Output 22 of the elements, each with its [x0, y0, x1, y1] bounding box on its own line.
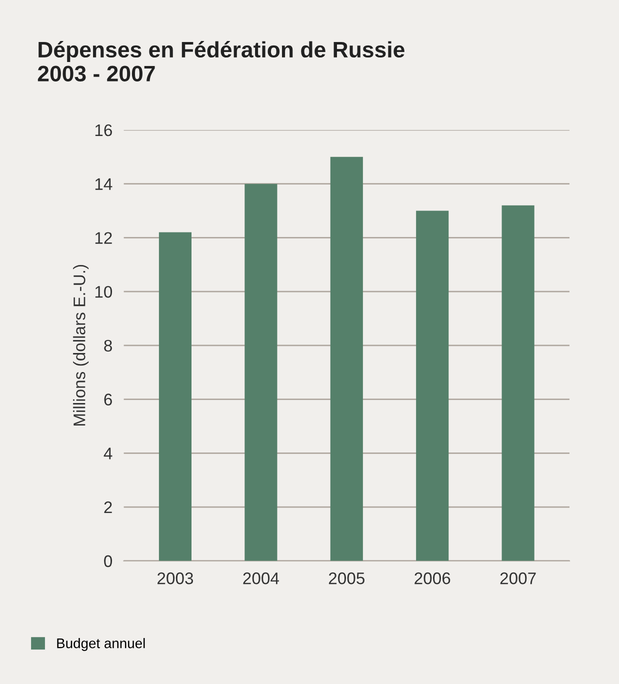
x-tick-label: 2006: [414, 572, 450, 584]
bar: [502, 205, 534, 561]
chart-title: Dépenses en Fédération de Russie 2003 - 2007: [38, 41, 404, 82]
y-tick-label: 2: [104, 501, 112, 514]
y-tick-label: 6: [104, 394, 112, 406]
y-tick-label: 14: [95, 178, 112, 190]
bar: [416, 210, 449, 561]
bar: [244, 184, 278, 561]
y-tick-label: 4: [104, 448, 112, 460]
y-tick-label: 8: [104, 340, 112, 352]
x-tick-label: 2004: [243, 572, 279, 584]
y-tick-label: 12: [95, 232, 112, 244]
bar: [158, 232, 192, 561]
x-tick-label: 2003: [158, 572, 194, 584]
y-tick-label: 10: [95, 286, 112, 298]
legend-label: Budget annuel: [57, 638, 145, 651]
x-tick-label: 2007: [500, 572, 536, 584]
x-tick-label: 2005: [328, 572, 364, 584]
y-tick-label: 0: [104, 555, 112, 568]
y-axis-title: Millions (dollars E.-U.): [73, 264, 89, 426]
y-tick-label: 16: [95, 124, 112, 136]
bar: [330, 156, 363, 561]
